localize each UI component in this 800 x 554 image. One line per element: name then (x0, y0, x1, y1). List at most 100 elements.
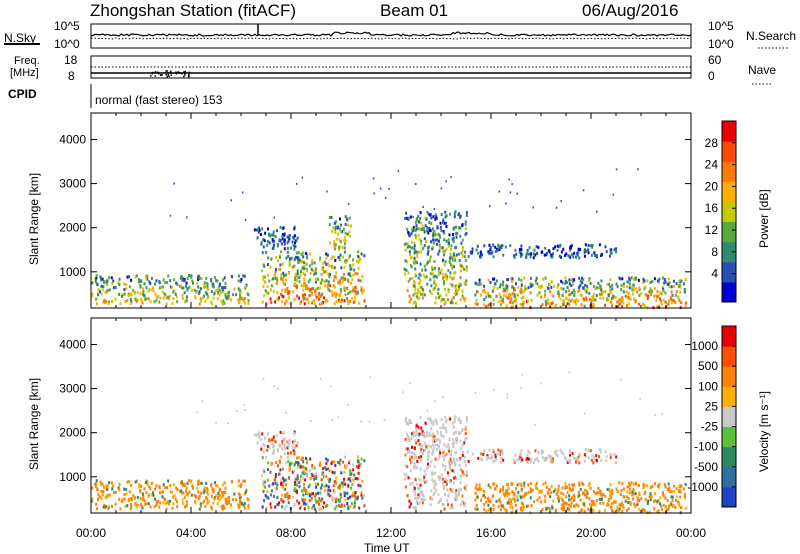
heatmap-cell (369, 376, 371, 379)
heatmap-cell (213, 497, 216, 501)
heatmap-cell (303, 483, 305, 487)
heatmap-cell (494, 455, 497, 458)
heatmap-cell (543, 295, 546, 298)
heatmap-cell (421, 268, 424, 272)
heatmap-cell (272, 438, 275, 442)
heatmap-cell (534, 484, 537, 488)
heatmap-cell (587, 507, 590, 511)
heatmap-cell (114, 286, 117, 289)
heatmap-cell (436, 447, 438, 451)
heatmap-cell (511, 506, 514, 510)
heatmap-cell (358, 506, 361, 510)
heatmap-cell (551, 460, 554, 464)
heatmap-cell (647, 294, 650, 298)
y-tick-label: 1000 (59, 470, 86, 484)
heatmap-cell (340, 223, 342, 227)
colorbar-segment (722, 386, 736, 407)
colorbar-segment (722, 366, 736, 387)
heatmap-cell (281, 505, 284, 509)
heatmap-cell (270, 505, 273, 509)
heatmap-cell (212, 283, 215, 286)
heatmap-cell (653, 277, 656, 281)
heatmap-cell (405, 421, 408, 425)
heatmap-cell (316, 500, 319, 504)
heatmap-cell (306, 461, 309, 465)
heatmap-cell (295, 285, 298, 288)
heatmap-cell (172, 297, 175, 300)
heatmap-cell (474, 302, 477, 306)
heatmap-cell (120, 500, 123, 503)
heatmap-cell (427, 454, 430, 458)
heatmap-cell (272, 230, 275, 234)
heatmap-cell (443, 487, 445, 491)
heatmap-cell (301, 489, 304, 493)
heatmap-cell (360, 286, 363, 290)
heatmap-cell (434, 213, 437, 217)
heatmap-cell (288, 465, 291, 469)
heatmap-cell (282, 282, 285, 286)
heatmap-cell (493, 285, 496, 289)
heatmap-cell (654, 499, 657, 503)
heatmap-cell (627, 507, 630, 511)
heatmap-cell (428, 213, 431, 217)
heatmap-cell (453, 420, 456, 424)
heatmap-cell (281, 288, 284, 292)
heatmap-cell (458, 285, 460, 289)
heatmap-cell (216, 279, 219, 283)
heatmap-cell (425, 275, 428, 279)
heatmap-cell (415, 224, 418, 228)
heatmap-cell (527, 483, 530, 487)
heatmap-cell (669, 501, 672, 505)
heatmap-cell (631, 493, 634, 497)
heatmap-cell (315, 476, 318, 480)
heatmap-cell (584, 243, 587, 247)
heatmap-cell (426, 409, 429, 412)
heatmap-cell (328, 494, 331, 498)
heatmap-cell (301, 176, 304, 179)
heatmap-cell (152, 286, 155, 290)
heatmap-cell (291, 240, 294, 244)
heatmap-cell (153, 505, 156, 509)
heatmap-cell (352, 494, 355, 498)
heatmap-cell (442, 280, 445, 284)
nave-tick-top: 60 (708, 53, 722, 67)
heatmap-cell (567, 459, 570, 463)
heatmap-cell (483, 244, 486, 248)
heatmap-cell (449, 468, 452, 472)
heatmap-cell (270, 300, 273, 304)
heatmap-cell (277, 298, 280, 302)
heatmap-cell (569, 292, 572, 296)
heatmap-cell (431, 247, 434, 251)
heatmap-cell (357, 466, 360, 469)
heatmap-cell (444, 274, 447, 278)
heatmap-cell (675, 290, 678, 294)
heatmap-cell (592, 298, 595, 302)
heatmap-cell (593, 456, 596, 460)
heatmap-cell (412, 215, 414, 218)
heatmap-cell (500, 299, 503, 303)
heatmap-cell (320, 499, 323, 503)
heatmap-cell (262, 489, 265, 493)
heatmap-cell (420, 292, 423, 296)
heatmap-cell (409, 469, 412, 473)
heatmap-cell (332, 484, 335, 488)
heatmap-cell (549, 290, 552, 294)
heatmap-cell (610, 300, 613, 304)
heatmap-cell (424, 224, 427, 228)
heatmap-cell (465, 436, 468, 440)
power-ylabel: Slant Range [km] (27, 173, 41, 265)
cpid-mode: normal (fast stereo) 153 (95, 93, 223, 107)
heatmap-cell (483, 449, 486, 453)
heatmap-cell (271, 238, 274, 242)
heatmap-cell (168, 502, 171, 506)
heatmap-cell (677, 284, 680, 288)
heatmap-cell (277, 464, 279, 468)
heatmap-cell (581, 481, 584, 485)
heatmap-cell (439, 451, 442, 455)
heatmap-cell (616, 305, 619, 309)
heatmap-cell (221, 302, 224, 306)
heatmap-cell (524, 286, 527, 290)
heatmap-cell (574, 457, 577, 461)
heatmap-cell (440, 268, 443, 272)
